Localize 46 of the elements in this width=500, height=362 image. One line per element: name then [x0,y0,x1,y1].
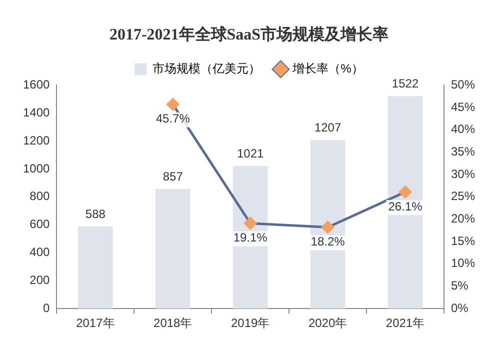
y2-tick-label: 5% [450,278,469,293]
point [244,217,257,230]
point [399,186,412,198]
y2-tick-label: 0% [450,300,469,315]
y-tick-label: 200 [30,272,50,287]
y-tick-label: 1400 [22,105,50,120]
y2-tick-label: 20% [450,212,476,226]
bar [155,188,190,309]
data-label: 857 [162,169,184,184]
y2-tick-label: 30% [450,166,476,181]
data-label: 1522 [392,76,419,90]
data-label: 588 [85,206,106,221]
x-tick-label: 2019年 [230,316,270,330]
data-label: 45.7% [156,112,190,126]
y-tick-label: 600 [30,217,50,232]
y2-tick-label: 45% [450,100,476,114]
y2-tick-label: 50% [450,78,476,92]
chart-title: 2017-2021年全球SaaS市场规模及增长率 [109,24,389,44]
data-label: 1207 [314,120,342,134]
data-label: 26.1% [388,199,423,214]
y2-tick-label: 40% [450,122,476,136]
x-tick-label: 2020年 [308,316,348,330]
x-tick-label: 2017年 [76,316,115,330]
y2-tick-label: 15% [450,234,476,248]
y2-tick-label: 25% [450,189,476,204]
x-tick-label: 2018年 [154,316,192,330]
y-tick-label: 1600 [22,78,50,92]
y-tick-label: 1000 [22,161,50,176]
y-tick-label: 1200 [22,133,50,148]
y2-tick-label: 35% [450,144,476,159]
bar [388,96,423,309]
y-tick-label: 800 [30,189,50,204]
point [322,221,334,234]
y-tick-label: 400 [30,245,50,260]
y2-tick-label: 10% [450,256,476,270]
point [166,98,180,111]
legend-label: 增长率（%） [292,62,364,76]
y-tick-label: 0 [43,300,50,315]
bar [78,226,113,309]
data-label: 18.2% [310,234,346,249]
data-label: 19.1% [233,230,268,245]
legend-label: 市场规模（亿美元） [152,62,261,76]
bar [232,166,268,309]
data-label: 1021 [236,146,264,160]
x-tick-label: 2021年 [386,316,425,330]
bar [310,140,346,309]
